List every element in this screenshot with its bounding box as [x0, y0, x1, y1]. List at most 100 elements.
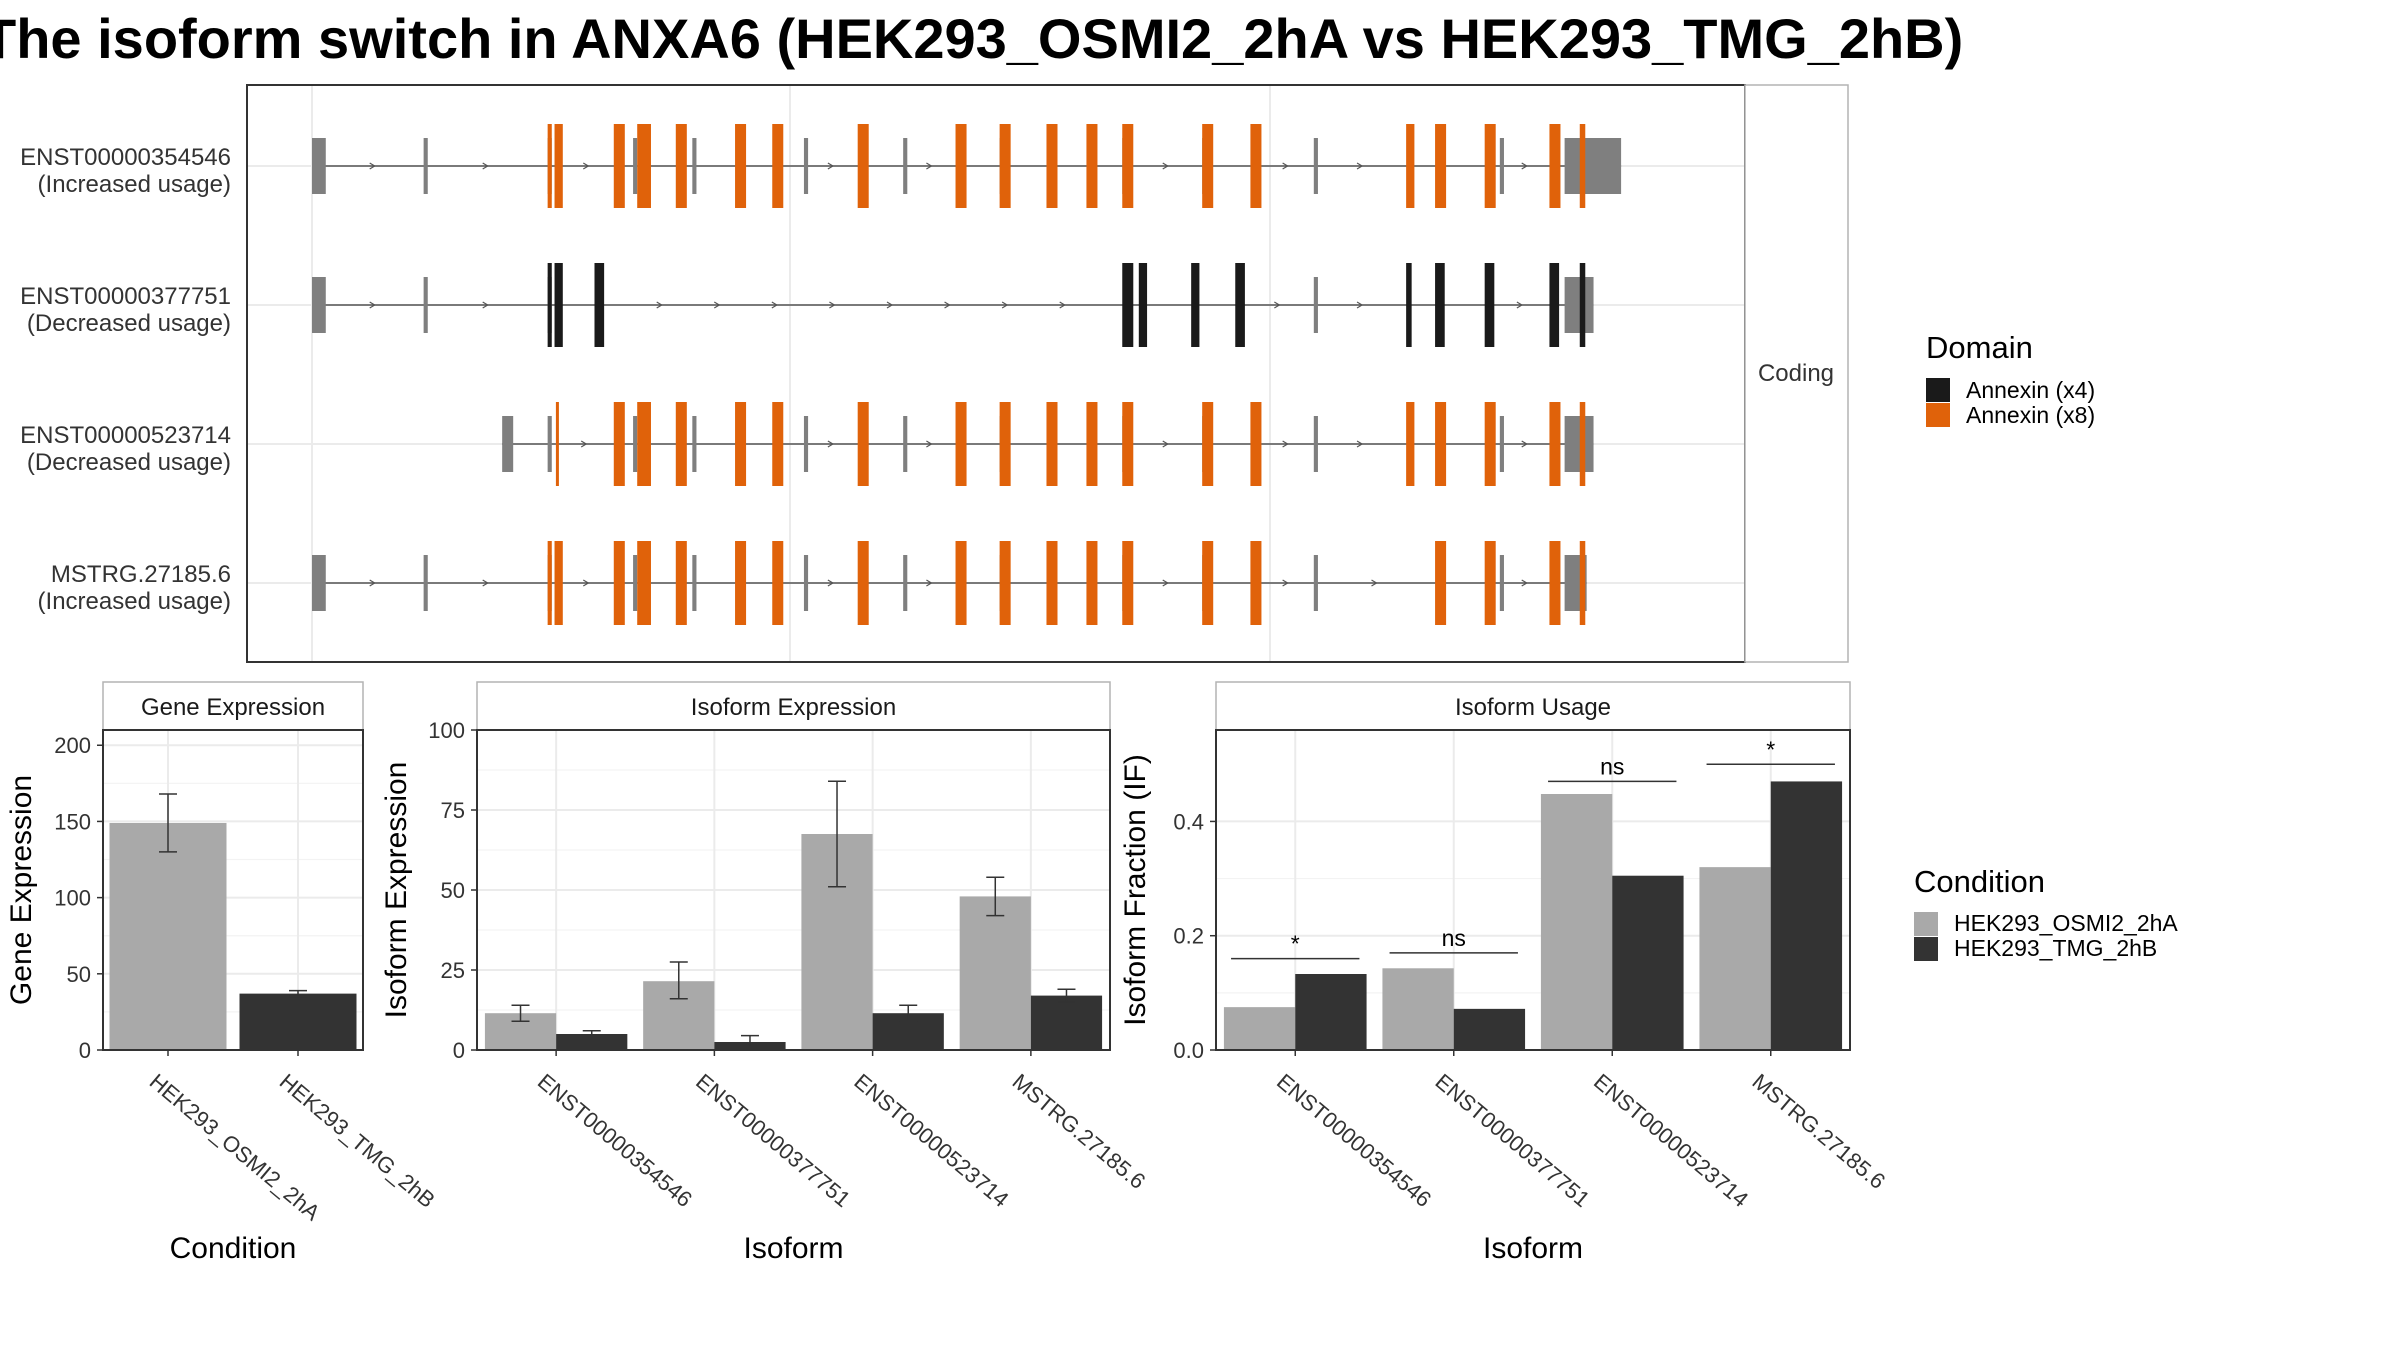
intron-arrow	[1521, 579, 1528, 587]
bar-osmi2	[1699, 867, 1771, 1050]
y-tick-label: 25	[441, 958, 465, 983]
intron-arrow	[771, 301, 779, 309]
structure-strip	[1744, 84, 1849, 663]
utr-exon	[803, 555, 809, 611]
coding-exon	[637, 402, 651, 486]
significance-label: *	[1291, 931, 1300, 957]
coding-exon	[772, 541, 784, 625]
condition-legend-label-tmg: HEK293_TMG_2hB	[1954, 935, 2157, 961]
intron-arrow	[926, 440, 933, 448]
intron-arrow	[582, 162, 590, 170]
coding-exon	[1549, 124, 1561, 208]
utr-exon	[692, 555, 697, 611]
coding-exon	[554, 263, 563, 347]
coding-exon	[1086, 402, 1098, 486]
utr-exon	[312, 138, 326, 194]
coding-exon	[955, 541, 967, 625]
intron-arrow	[926, 579, 933, 587]
coding-exon	[1086, 541, 1098, 625]
utr-exon	[692, 138, 697, 194]
coding-exon	[594, 263, 605, 347]
coding-exon	[999, 402, 1011, 486]
coding-exon	[675, 124, 687, 208]
transcript-track	[312, 124, 1622, 208]
intron-arrow	[827, 579, 835, 587]
coding-exon	[1406, 402, 1415, 486]
coding-exon	[1406, 124, 1415, 208]
intron-arrow	[1274, 301, 1281, 309]
utr-exon	[423, 277, 428, 333]
y-tick-label: 150	[54, 809, 91, 834]
x-axis-title: Condition	[170, 1232, 297, 1265]
coding-exon	[1549, 541, 1561, 625]
intron-arrow	[944, 301, 951, 309]
coding-exon	[857, 402, 869, 486]
y-tick-label: 100	[428, 718, 465, 743]
coding-exon	[1122, 124, 1134, 208]
bar-osmi2	[1540, 794, 1613, 1050]
coding-exon	[613, 402, 625, 486]
panel-strip-label: Gene Expression	[141, 694, 325, 721]
intron-arrow	[1371, 579, 1378, 587]
significance-label: *	[1766, 736, 1775, 762]
domain-legend-swatch-annexin8	[1926, 403, 1950, 427]
structure-plot-area	[247, 85, 1745, 662]
intron-arrow	[1282, 162, 1289, 170]
condition-legend-swatch-tmg	[1914, 937, 1938, 961]
intron-arrow	[1162, 162, 1169, 170]
intron-arrow	[369, 162, 376, 170]
coding-exon	[1435, 402, 1447, 486]
utr-exon	[547, 416, 552, 472]
panel-strip	[1215, 681, 1851, 731]
intron-arrow	[827, 162, 835, 170]
coding-exon	[1484, 541, 1496, 625]
transcript-id-label: ENST00000523714	[20, 422, 231, 449]
coding-exon	[555, 402, 559, 486]
coding-exon	[857, 124, 869, 208]
coding-exon	[1579, 541, 1586, 625]
utr-3prime-exon	[1564, 277, 1594, 333]
coding-exon	[613, 124, 625, 208]
intron-arrow	[482, 162, 489, 170]
panel-strip	[476, 681, 1111, 731]
coding-exon	[1202, 124, 1214, 208]
bar-tmg	[1612, 875, 1684, 1050]
utr-exon	[1313, 138, 1318, 194]
coding-exon	[547, 541, 552, 625]
intron-arrow	[1356, 301, 1364, 309]
utr-exon	[1499, 416, 1504, 472]
coding-exon	[1086, 124, 1098, 208]
coding-exon	[554, 124, 563, 208]
domain-legend-title: Domain	[1926, 330, 2033, 365]
utr-exon	[1313, 277, 1318, 333]
coding-exon	[1250, 402, 1262, 486]
coding-exon	[637, 124, 651, 208]
y-tick-label: 0.4	[1173, 809, 1204, 834]
utr-exon	[903, 138, 908, 194]
y-tick-label: 100	[54, 886, 91, 911]
utr-exon	[692, 416, 697, 472]
transcript-id-label: ENST00000354546	[20, 144, 231, 171]
intron-arrow	[1059, 301, 1066, 309]
intron-arrow	[656, 301, 663, 309]
intron-arrow	[827, 440, 835, 448]
y-tick-label: 0.0	[1173, 1038, 1204, 1063]
coding-exon	[1579, 402, 1586, 486]
intron-arrow	[582, 579, 590, 587]
coding-exon	[1191, 263, 1200, 347]
domain-legend-label-annexin8: Annexin (x8)	[1966, 402, 2095, 428]
figure-title: The isoform switch in ANXA6 (HEK293_OSMI…	[0, 7, 1963, 70]
utr-exon	[903, 555, 908, 611]
y-axis-title: Gene Expression	[5, 775, 38, 1005]
condition-legend-swatch-osmi2	[1914, 912, 1938, 936]
transcript-usage-label: (Decreased usage)	[27, 449, 231, 476]
y-tick-label: 50	[441, 878, 465, 903]
coding-exon	[955, 402, 967, 486]
utr-exon	[903, 416, 908, 472]
bar-osmi2	[959, 896, 1031, 1050]
transcript-id-label: ENST00000377751	[20, 283, 231, 310]
transcript-usage-label: (Increased usage)	[38, 588, 231, 615]
y-axis-title: Isoform Fraction (IF)	[1119, 754, 1152, 1026]
